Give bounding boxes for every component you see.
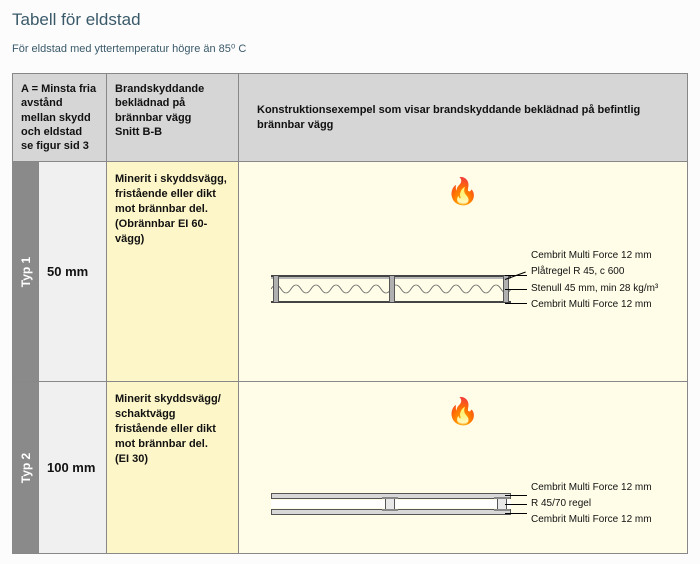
typ-label-1: Typ 1 — [19, 257, 33, 287]
label-1-3: Stenull 45 mm, min 28 kg/m³ — [531, 283, 658, 294]
page-title: Tabell för eldstad — [12, 10, 688, 30]
fireplace-table: A = Minsta fria avstånd mellan skydd och… — [12, 73, 688, 554]
typ-cell-2: Typ 2 — [13, 382, 39, 554]
wall-section-2 — [271, 493, 511, 515]
typ-cell-1: Typ 1 — [13, 162, 39, 382]
wall-section-1 — [271, 275, 511, 303]
label-1-4: Cembrit Multi Force 12 mm — [531, 299, 652, 310]
diagram-1: 🔥 Cembrit Multi Force 12 — [239, 162, 688, 382]
header-col-b: Brandskyddande beklädnad på brännbar väg… — [107, 74, 239, 162]
label-1-1: Cembrit Multi Force 12 mm — [531, 250, 652, 261]
diagram-2: 🔥 Cembrit Multi Force 12 mm R 45/70 rege… — [239, 382, 688, 554]
label-2-2: R 45/70 regel — [531, 498, 591, 509]
label-1-2: Plåtregel R 45, c 600 — [531, 266, 624, 277]
header-col-a: A = Minsta fria avstånd mellan skydd och… — [13, 74, 107, 162]
label-2-3: Cembrit Multi Force 12 mm — [531, 514, 652, 525]
distance-2: 100 mm — [39, 382, 107, 554]
stud — [273, 276, 279, 302]
desc-1: Minerit i skyddsvägg, fristående eller d… — [107, 162, 239, 382]
flame-icon: 🔥 — [247, 176, 679, 207]
flame-icon: 🔥 — [247, 396, 679, 427]
desc-2: Minerit skyddsvägg/ schaktvägg friståend… — [107, 382, 239, 554]
distance-1: 50 mm — [39, 162, 107, 382]
stud — [385, 499, 395, 509]
label-2-1: Cembrit Multi Force 12 mm — [531, 482, 652, 493]
stud — [389, 276, 395, 302]
header-col-c: Konstruktionsexempel som visar brandskyd… — [239, 74, 688, 162]
page-subtitle: För eldstad med yttertemperatur högre än… — [12, 42, 688, 55]
typ-label-2: Typ 2 — [19, 453, 33, 483]
